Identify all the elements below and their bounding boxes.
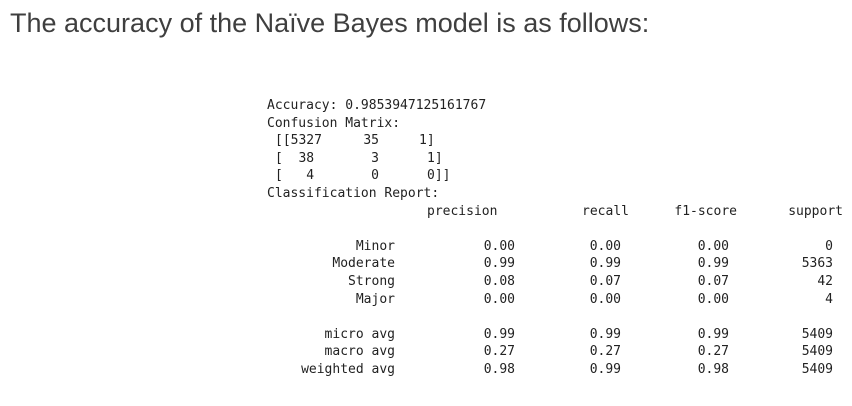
matrix-row: [[5327 35 1] (267, 132, 849, 150)
f1-score-value: 0.07 (697, 273, 729, 289)
matrix-cell: 1] (419, 133, 435, 149)
support-value: 5409 (801, 344, 833, 360)
precision-value: 0.98 (483, 361, 515, 377)
report-row: Moderate 0.99 0.99 0.99 5363 (267, 255, 849, 273)
blank-line (267, 220, 849, 238)
matrix-row: [ 4 0 0]] (267, 167, 849, 185)
f1-score-value: 0.99 (697, 256, 729, 272)
f1-score-value: 0.27 (697, 344, 729, 360)
support-value: 5409 (801, 326, 833, 342)
precision-value: 0.99 (483, 326, 515, 342)
matrix-cell: 3 (371, 150, 379, 166)
row-label: micro avg (324, 326, 395, 342)
column-header-f1-score: f1-score (674, 203, 737, 219)
row-label: Strong (348, 273, 395, 289)
matrix-cell: [ 4 (275, 168, 315, 184)
recall-value: 0.99 (589, 256, 621, 272)
blank-line (267, 308, 849, 326)
precision-value: 0.08 (483, 273, 515, 289)
support-value: 0 (825, 238, 833, 254)
row-label: Moderate (332, 256, 395, 272)
accuracy-line: Accuracy: 0.9853947125161767 (267, 98, 487, 113)
confusion-matrix-label: Confusion Matrix: (267, 115, 401, 131)
matrix-cell: [ 38 (275, 150, 315, 166)
row-label: macro avg (324, 344, 395, 360)
precision-value: 0.00 (483, 291, 515, 307)
report-row: Major 0.00 0.00 0.00 4 (267, 291, 849, 309)
report-row: weighted avg 0.98 0.99 0.98 5409 (267, 361, 849, 379)
report-header-row: precision recall f1-score support (267, 203, 849, 221)
support-value: 4 (825, 291, 833, 307)
report-row: Strong 0.08 0.07 0.07 42 (267, 273, 849, 291)
row-label: weighted avg (301, 361, 395, 377)
recall-value: 0.27 (589, 344, 621, 360)
f1-score-value: 0.00 (697, 291, 729, 307)
recall-value: 0.99 (589, 326, 621, 342)
recall-value: 0.00 (589, 238, 621, 254)
row-label: Major (355, 291, 395, 307)
page-heading: The accuracy of the Naïve Bayes model is… (10, 8, 650, 38)
f1-score-value: 0.00 (697, 238, 729, 254)
matrix-cell: 35 (363, 133, 379, 149)
row-label: Minor (355, 238, 395, 254)
report-row: micro avg 0.99 0.99 0.99 5409 (267, 326, 849, 344)
precision-value: 0.27 (483, 344, 515, 360)
column-header-precision: precision (427, 203, 498, 219)
precision-value: 0.00 (483, 238, 515, 254)
support-value: 5409 (801, 361, 833, 377)
precision-value: 0.99 (483, 256, 515, 272)
report-row: macro avg 0.27 0.27 0.27 5409 (267, 343, 849, 361)
console-output: Accuracy: 0.9853947125161767 Confusion M… (267, 97, 849, 379)
column-header-recall: recall (582, 203, 629, 219)
matrix-cell: 0]] (427, 168, 451, 184)
support-value: 5363 (801, 256, 833, 272)
classification-report-label: Classification Report: (267, 185, 440, 201)
recall-value: 0.00 (589, 291, 621, 307)
matrix-cell: 0 (371, 168, 379, 184)
matrix-row: [ 38 3 1] (267, 150, 849, 168)
recall-value: 0.07 (589, 273, 621, 289)
report-row: Minor 0.00 0.00 0.00 0 (267, 238, 849, 256)
matrix-cell: [[5327 (275, 133, 322, 149)
f1-score-value: 0.98 (697, 361, 729, 377)
matrix-cell: 1] (427, 150, 443, 166)
recall-value: 0.99 (589, 361, 621, 377)
f1-score-value: 0.99 (697, 326, 729, 342)
support-value: 42 (817, 273, 833, 289)
column-header-support: support (788, 203, 843, 219)
